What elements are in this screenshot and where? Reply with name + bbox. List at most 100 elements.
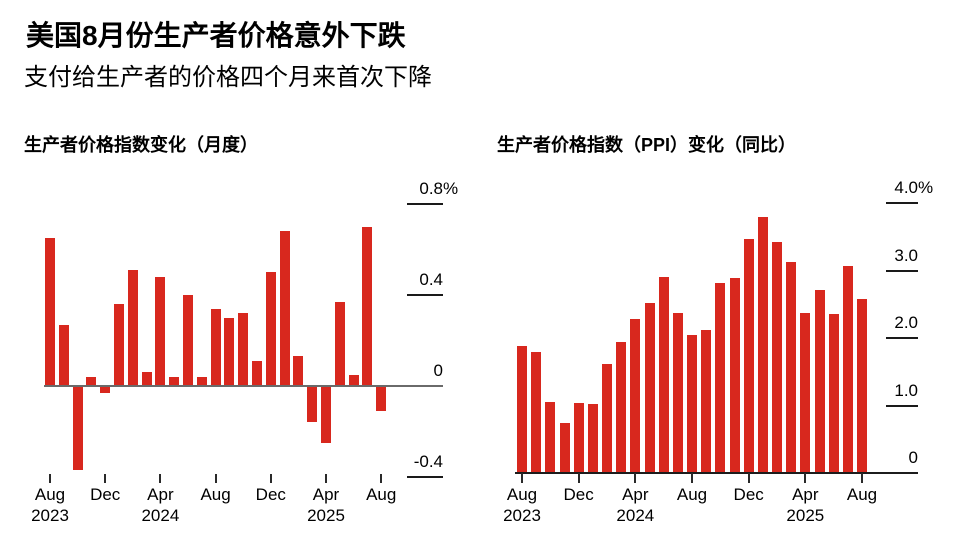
x-tick-line	[49, 474, 51, 483]
y-tick-line	[407, 203, 443, 205]
bar-yoy	[786, 261, 797, 473]
bar-monthly	[86, 376, 97, 386]
y-tick-line	[886, 269, 918, 272]
y-tick-label: 0.8%	[419, 180, 458, 197]
bar-yoy	[701, 329, 712, 473]
x-tick-line	[804, 473, 807, 483]
x-tick-line	[634, 473, 637, 483]
x-tick-month: Aug	[846, 485, 878, 504]
y-tick-label: 0.4	[419, 271, 443, 288]
bar-monthly	[141, 372, 152, 386]
x-tick-month: Aug	[200, 485, 231, 504]
y-tick-value: 0	[433, 361, 443, 380]
bar-monthly	[348, 374, 359, 386]
y-tick-label: 1.0	[894, 382, 918, 399]
x-tick-line	[214, 474, 217, 483]
bar-yoy	[531, 352, 542, 473]
bar-monthly	[58, 324, 69, 386]
bar-monthly	[321, 386, 331, 443]
page-title: 美国8月份生产者价格意外下跌	[26, 20, 406, 51]
x-tick-month: Aug	[676, 485, 708, 504]
bar-yoy	[517, 346, 527, 473]
x-axis-line	[44, 385, 443, 387]
x-tick-line	[577, 473, 580, 483]
bar-yoy	[757, 217, 768, 473]
bar-yoy	[559, 423, 570, 473]
chart-title-yoy: 生产者价格指数（PPI）变化（同比）	[497, 135, 797, 155]
bar-yoy	[842, 265, 853, 473]
bar-yoy	[573, 402, 584, 473]
x-tick-year: 2023	[31, 506, 69, 525]
bar-monthly	[196, 376, 207, 386]
y-tick-value: 4.0	[894, 178, 918, 197]
page-subtitle: 支付给生产者的价格四个月来首次下降	[24, 64, 432, 91]
x-tick-line	[747, 473, 750, 483]
bar-monthly	[265, 272, 276, 386]
bar-yoy	[800, 313, 811, 473]
bar-monthly	[252, 360, 262, 386]
bar-yoy	[743, 238, 754, 473]
x-tick-line	[269, 474, 272, 483]
x-tick-month: Apr	[312, 485, 340, 504]
x-tick-year: 2024	[141, 506, 180, 525]
y-tick-value: 1.0	[894, 380, 918, 400]
bar-monthly	[127, 269, 138, 386]
bar-yoy	[715, 283, 726, 473]
bar-monthly	[72, 386, 83, 471]
bar-monthly	[279, 231, 290, 386]
bar-monthly	[293, 356, 304, 386]
x-tick-month: Dec	[255, 485, 286, 504]
bar-monthly	[307, 386, 318, 423]
y-tick-label: 2.0	[894, 314, 918, 331]
x-tick-month: Apr	[147, 485, 174, 504]
bar-yoy	[772, 242, 782, 473]
bar-yoy	[828, 313, 839, 473]
bar-monthly	[100, 386, 111, 393]
bar-yoy	[857, 298, 867, 473]
bar-yoy	[602, 364, 612, 473]
x-tick-line	[380, 474, 383, 483]
y-tick-label: 0	[909, 449, 918, 466]
y-tick-label: 0	[434, 362, 443, 379]
x-tick-line	[325, 474, 327, 483]
x-tick-year: 2024	[616, 506, 655, 525]
bar-monthly	[155, 276, 166, 386]
x-tick-month: Aug	[34, 485, 66, 504]
x-tick-month: Aug	[366, 485, 397, 504]
x-axis-line	[515, 472, 918, 474]
bar-yoy	[658, 277, 669, 473]
y-tick-line	[407, 294, 443, 296]
bar-monthly	[224, 317, 235, 386]
bar-monthly	[362, 226, 373, 386]
bar-monthly	[334, 301, 345, 386]
x-tick-line	[861, 473, 863, 483]
chart-title-monthly: 生产者价格指数变化（月度）	[24, 135, 258, 155]
y-tick-value: 0	[908, 448, 918, 467]
x-tick-line	[104, 474, 107, 483]
y-tick-line	[886, 404, 918, 407]
x-tick-month: Dec	[563, 485, 594, 504]
y-tick-value: 2.0	[894, 313, 918, 332]
bar-yoy	[672, 313, 683, 473]
x-tick-month: Dec	[733, 485, 764, 504]
x-tick-month: Apr	[792, 485, 819, 504]
bar-monthly	[376, 386, 387, 412]
x-tick-line	[691, 473, 693, 483]
y-tick-line	[886, 337, 918, 339]
y-tick-line	[886, 202, 918, 204]
x-tick-month: Dec	[90, 485, 121, 504]
bar-yoy	[545, 402, 556, 473]
y-unit-suffix: %	[918, 178, 934, 197]
y-tick-label: -0.4	[414, 453, 443, 470]
bar-monthly	[45, 238, 55, 386]
bar-yoy	[587, 404, 598, 473]
x-tick-year: 2025	[786, 506, 825, 525]
bar-monthly	[238, 313, 249, 386]
bar-monthly	[114, 304, 124, 386]
bar-yoy	[814, 290, 825, 473]
y-tick-label: 4.0%	[894, 178, 933, 197]
y-tick-line	[407, 476, 443, 478]
